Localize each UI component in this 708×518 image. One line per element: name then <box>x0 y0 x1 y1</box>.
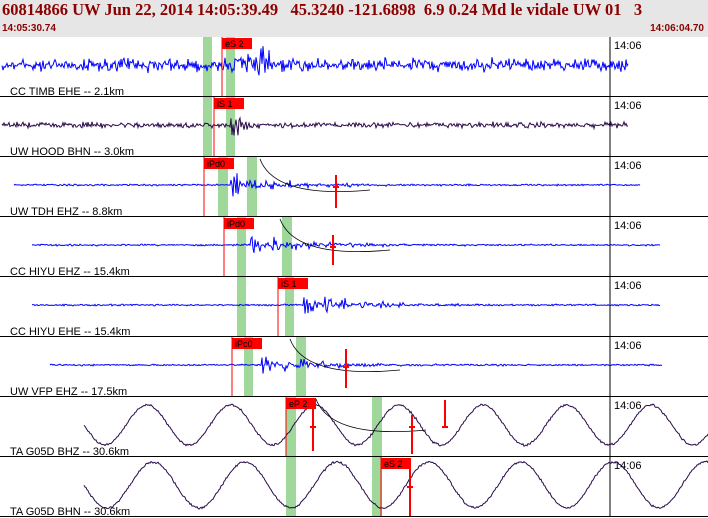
phase-pick-label: iS 1 <box>281 279 297 289</box>
time-tick-label: 14:06 <box>614 280 642 292</box>
phase-pick-box[interactable] <box>214 98 244 109</box>
phase-pick-label: eS 2 <box>384 459 403 469</box>
coda-curve <box>289 338 401 373</box>
trace-panel[interactable]: 14:06 iPd0 UW TDH EHZ -- 8.8km <box>0 157 708 218</box>
trace-panel[interactable]: 14:06 eP 2 TA G05D BHZ -- 30.6km <box>0 397 708 458</box>
phase-pick-label: iS 1 <box>217 99 233 109</box>
station-label: UW HOOD BHN -- 3.0km <box>10 146 134 158</box>
seismogram-panels[interactable]: 14:06 eS 2 CC TIMB EHE -- 2.1km 14:06 iS 1 UW… <box>0 37 708 518</box>
coda-curve <box>279 218 391 253</box>
phase-pick-label: eS 2 <box>225 39 244 49</box>
phase-window <box>237 217 246 277</box>
station-label: TA G05D BHZ -- 30.6km <box>10 446 129 458</box>
window-end-time: 14:06:04.70 <box>650 23 704 34</box>
phase-window <box>282 217 292 277</box>
trace-panel[interactable]: 14:06 iS 1 CC HIYU EHE -- 15.4km <box>0 277 708 338</box>
phase-pick-box[interactable] <box>232 338 262 349</box>
time-tick-label: 14:06 <box>614 400 642 412</box>
phase-pick-label: iPc0 <box>235 339 253 349</box>
phase-pick-box[interactable] <box>204 158 234 169</box>
station-label: CC HIYU EHZ -- 15.4km <box>10 266 130 278</box>
time-tick-label: 14:06 <box>614 100 642 112</box>
phase-window <box>372 457 382 517</box>
event-header: 60814866 UW Jun 22, 2014 14:05:39.49 45.… <box>0 0 708 37</box>
station-label: CC HIYU EHE -- 15.4km <box>10 326 130 338</box>
phase-window <box>244 337 253 397</box>
window-start-time: 14:05:30.74 <box>2 23 56 34</box>
trace-panel[interactable]: 14:06 iPc0 UW VFP EHZ -- 17.5km <box>0 337 708 398</box>
seismic-trace <box>31 296 661 314</box>
phase-window <box>203 97 212 157</box>
station-label: CC TIMB EHE -- 2.1km <box>10 86 124 98</box>
phase-pick-box[interactable] <box>286 398 316 409</box>
phase-window <box>226 97 235 157</box>
trace-panel[interactable]: 14:06 iPd0 CC HIYU EHZ -- 15.4km <box>0 217 708 278</box>
seismic-trace <box>49 356 663 374</box>
time-tick-label: 14:06 <box>614 40 642 52</box>
trace-panel[interactable]: 14:06 eS 2 CC TIMB EHE -- 2.1km <box>0 37 708 98</box>
coda-curve <box>315 398 427 433</box>
trace-panel[interactable]: 14:06 iS 1 UW HOOD BHN -- 3.0km <box>0 97 708 158</box>
phase-pick-box[interactable] <box>224 218 254 229</box>
phase-pick-label: iPd0 <box>207 159 225 169</box>
event-title: 60814866 UW Jun 22, 2014 14:05:39.49 45.… <box>2 0 643 19</box>
seismic-trace <box>31 235 661 254</box>
phase-pick-box[interactable] <box>381 458 411 469</box>
phase-window <box>286 397 296 457</box>
phase-pick-label: iPd0 <box>227 219 245 229</box>
time-tick-label: 14:06 <box>614 340 642 352</box>
phase-window <box>218 157 228 217</box>
phase-window <box>285 277 294 337</box>
seismic-trace <box>83 460 708 510</box>
time-tick-label: 14:06 <box>614 220 642 232</box>
phase-window <box>237 277 246 337</box>
phase-pick-box[interactable] <box>222 38 252 49</box>
phase-window <box>286 457 296 517</box>
seismic-trace <box>1 46 629 76</box>
time-tick-label: 14:06 <box>614 160 642 172</box>
station-label: UW VFP EHZ -- 17.5km <box>10 386 127 398</box>
trace-panel[interactable]: 14:06 eS 2 TA G05D BHN -- 30.6km <box>0 457 708 518</box>
station-label: UW TDH EHZ -- 8.8km <box>10 206 122 218</box>
coda-curve <box>259 158 371 193</box>
seismic-trace <box>83 403 708 447</box>
phase-pick-box[interactable] <box>278 278 308 289</box>
phase-window <box>372 397 382 457</box>
seismic-trace <box>13 173 641 197</box>
phase-pick-label: eP 2 <box>289 399 307 409</box>
station-label: TA G05D BHN -- 30.6km <box>10 506 130 518</box>
time-tick-label: 14:06 <box>614 460 642 472</box>
seismic-trace <box>1 116 629 136</box>
phase-window <box>296 337 306 397</box>
